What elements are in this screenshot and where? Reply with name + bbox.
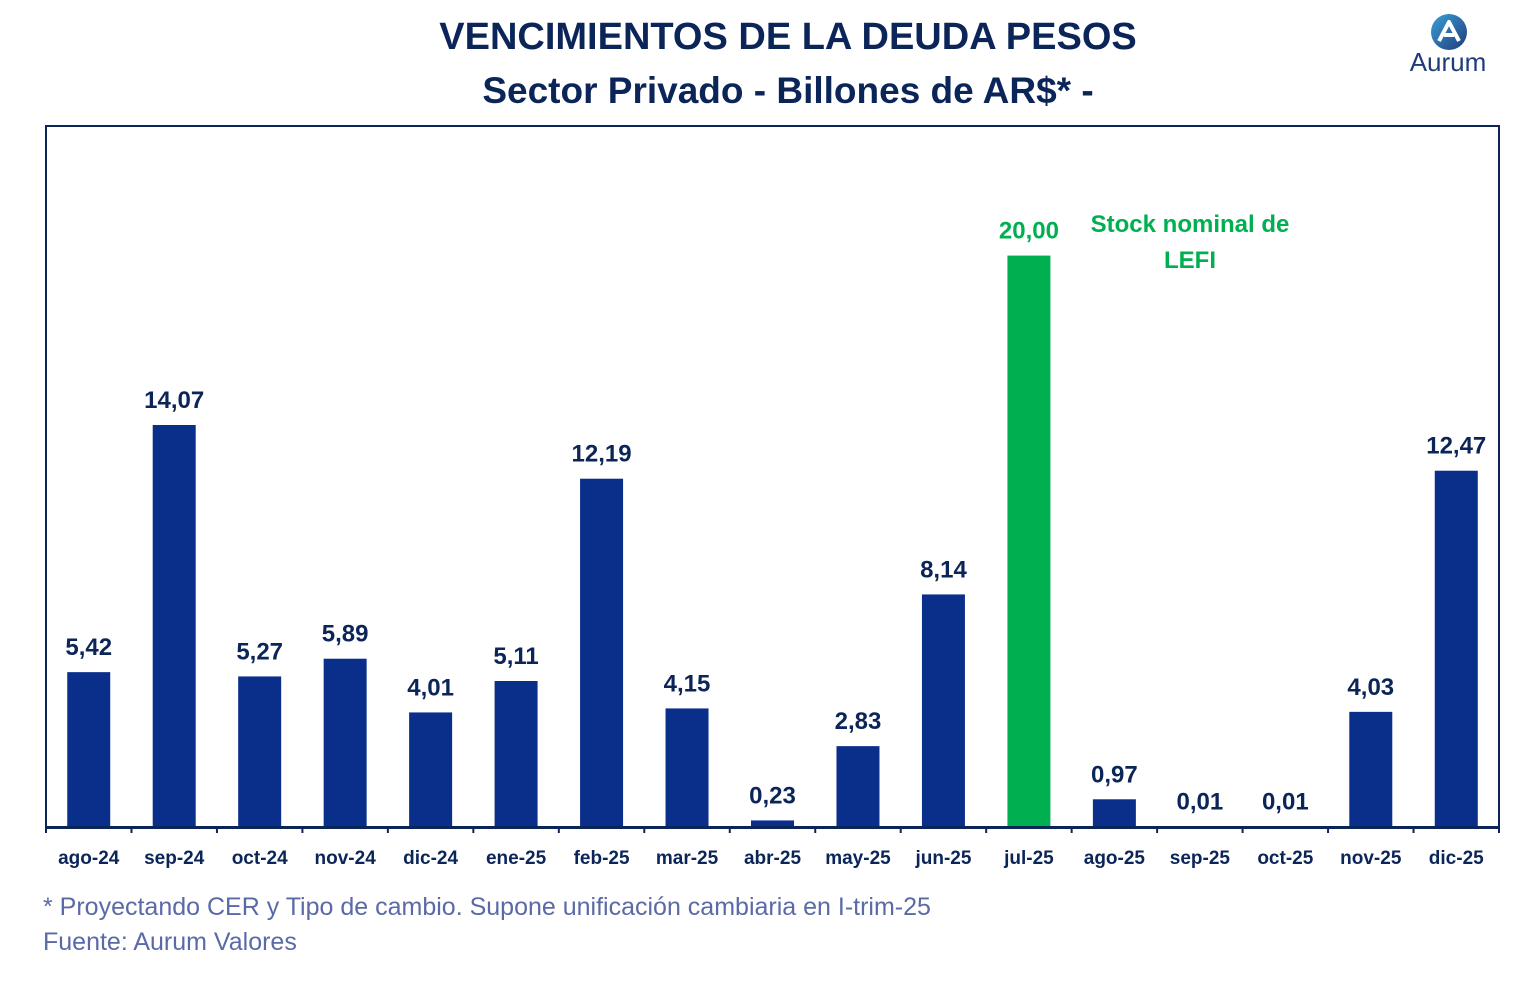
bar-mar-25 <box>665 708 709 827</box>
value-label-dic-24: 4,01 <box>407 674 454 701</box>
category-label-dic-24: dic-24 <box>403 848 458 869</box>
bar-jul-25 <box>1007 255 1051 828</box>
value-label-oct-25: 0,01 <box>1262 789 1309 816</box>
bar-sep-24 <box>152 425 196 827</box>
value-label-ene-25: 5,11 <box>493 643 538 670</box>
footnote-note: * Proyectando CER y Tipo de cambio. Supo… <box>43 893 931 921</box>
bar-nov-25 <box>1349 711 1393 827</box>
value-label-sep-25: 0,01 <box>1176 789 1223 816</box>
bar-dic-24 <box>409 712 453 827</box>
category-label-abr-25: abr-25 <box>744 848 801 869</box>
footnote-source: Fuente: Aurum Valores <box>43 928 297 956</box>
category-label-feb-25: feb-25 <box>574 848 630 869</box>
bar-ene-25 <box>494 681 538 827</box>
value-label-ago-24: 5,42 <box>65 634 112 661</box>
value-label-nov-24: 5,89 <box>322 621 369 648</box>
category-label-ene-25: ene-25 <box>486 848 547 869</box>
bar-may-25 <box>836 746 880 827</box>
value-label-jul-25: 20,00 <box>999 218 1059 245</box>
bar-ago-24 <box>67 672 111 827</box>
chart-subtitle: Sector Privado - Billones de AR$* - <box>482 70 1094 111</box>
chart-title: VENCIMIENTOS DE LA DEUDA PESOS <box>439 16 1137 58</box>
value-label-dic-25: 12,47 <box>1426 433 1486 460</box>
value-label-sep-24: 14,07 <box>144 387 204 414</box>
bar-oct-24 <box>238 676 282 827</box>
category-label-sep-24: sep-24 <box>144 848 205 869</box>
category-label-ago-25: ago-25 <box>1084 848 1146 869</box>
value-label-nov-25: 4,03 <box>1347 674 1394 701</box>
value-label-abr-25: 0,23 <box>749 782 796 809</box>
category-label-nov-25: nov-25 <box>1340 848 1402 869</box>
bar-dic-25 <box>1434 470 1478 827</box>
value-label-oct-24: 5,27 <box>236 638 283 665</box>
category-label-sep-25: sep-25 <box>1170 848 1231 869</box>
bar-nov-24 <box>323 658 367 827</box>
category-label-oct-25: oct-25 <box>1257 848 1313 869</box>
category-label-nov-24: nov-24 <box>315 848 377 869</box>
aurum-logo-text: Aurum <box>1409 47 1487 77</box>
category-label-mar-25: mar-25 <box>656 848 719 869</box>
category-label-oct-24: oct-24 <box>232 848 288 869</box>
value-label-mar-25: 4,15 <box>664 670 711 697</box>
bar-feb-25 <box>580 478 624 827</box>
bar-jun-25 <box>921 594 965 827</box>
aurum-logo-icon <box>1431 14 1467 50</box>
bar-abr-25 <box>751 820 794 827</box>
value-label-may-25: 2,83 <box>835 708 882 735</box>
category-label-ago-24: ago-24 <box>58 848 120 869</box>
value-label-jun-25: 8,14 <box>920 556 967 583</box>
annotation-line-1: Stock nominal de <box>1091 211 1290 238</box>
annotation-line-2: LEFI <box>1164 247 1216 274</box>
bar-ago-25 <box>1092 799 1136 827</box>
category-label-jun-25: jun-25 <box>914 848 971 869</box>
value-label-feb-25: 12,19 <box>572 441 632 468</box>
category-label-dic-25: dic-25 <box>1429 848 1484 869</box>
category-label-may-25: may-25 <box>825 848 891 869</box>
category-label-jul-25: jul-25 <box>1003 848 1054 869</box>
value-label-ago-25: 0,97 <box>1091 761 1138 788</box>
